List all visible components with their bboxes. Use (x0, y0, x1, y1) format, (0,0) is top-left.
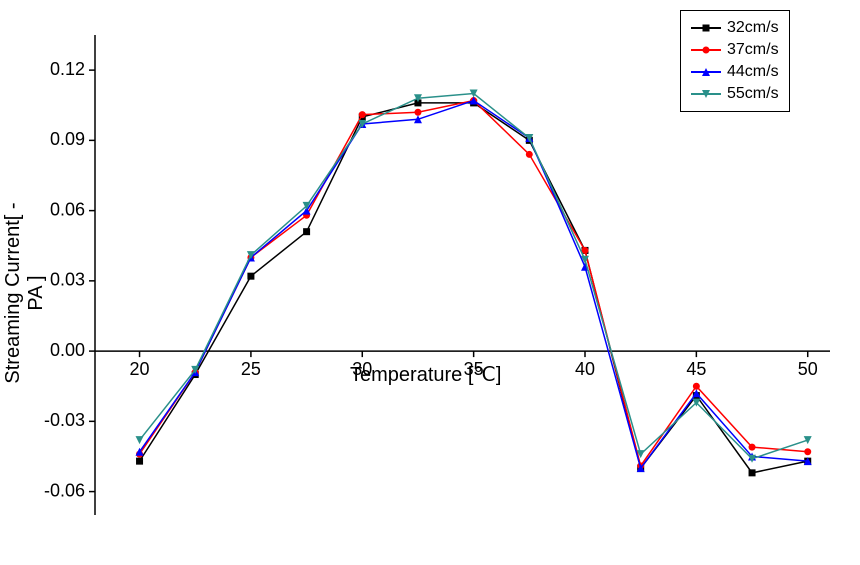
legend-item: 55cm/s (691, 83, 779, 105)
svg-text:25: 25 (241, 359, 261, 379)
svg-text:0.00: 0.00 (50, 340, 85, 360)
legend: 32cm/s 37cm/s 44cm/s 55cm/s (680, 10, 790, 112)
svg-text:50: 50 (798, 359, 818, 379)
legend-label: 37cm/s (727, 41, 779, 59)
legend-item: 37cm/s (691, 39, 779, 61)
x-axis-label: Temperature [℃] (350, 362, 501, 387)
y-axis-label: Streaming Current[ - PA ] (2, 193, 48, 393)
svg-text:0.03: 0.03 (50, 270, 85, 290)
svg-text:0.12: 0.12 (50, 59, 85, 79)
legend-line (691, 71, 721, 73)
legend-line (691, 27, 721, 29)
legend-line (691, 49, 721, 51)
svg-text:45: 45 (686, 359, 706, 379)
svg-text:-0.06: -0.06 (44, 480, 85, 500)
svg-text:20: 20 (130, 359, 150, 379)
svg-text:0.09: 0.09 (50, 129, 85, 149)
svg-text:0.06: 0.06 (50, 199, 85, 219)
legend-label: 44cm/s (727, 63, 779, 81)
svg-text:40: 40 (575, 359, 595, 379)
legend-line (691, 93, 721, 95)
legend-label: 32cm/s (727, 19, 779, 37)
svg-text:-0.03: -0.03 (44, 410, 85, 430)
legend-label: 55cm/s (727, 85, 779, 103)
legend-item: 32cm/s (691, 17, 779, 39)
chart-container: -0.06-0.030.000.030.060.090.122025303540… (0, 0, 860, 565)
legend-item: 44cm/s (691, 61, 779, 83)
